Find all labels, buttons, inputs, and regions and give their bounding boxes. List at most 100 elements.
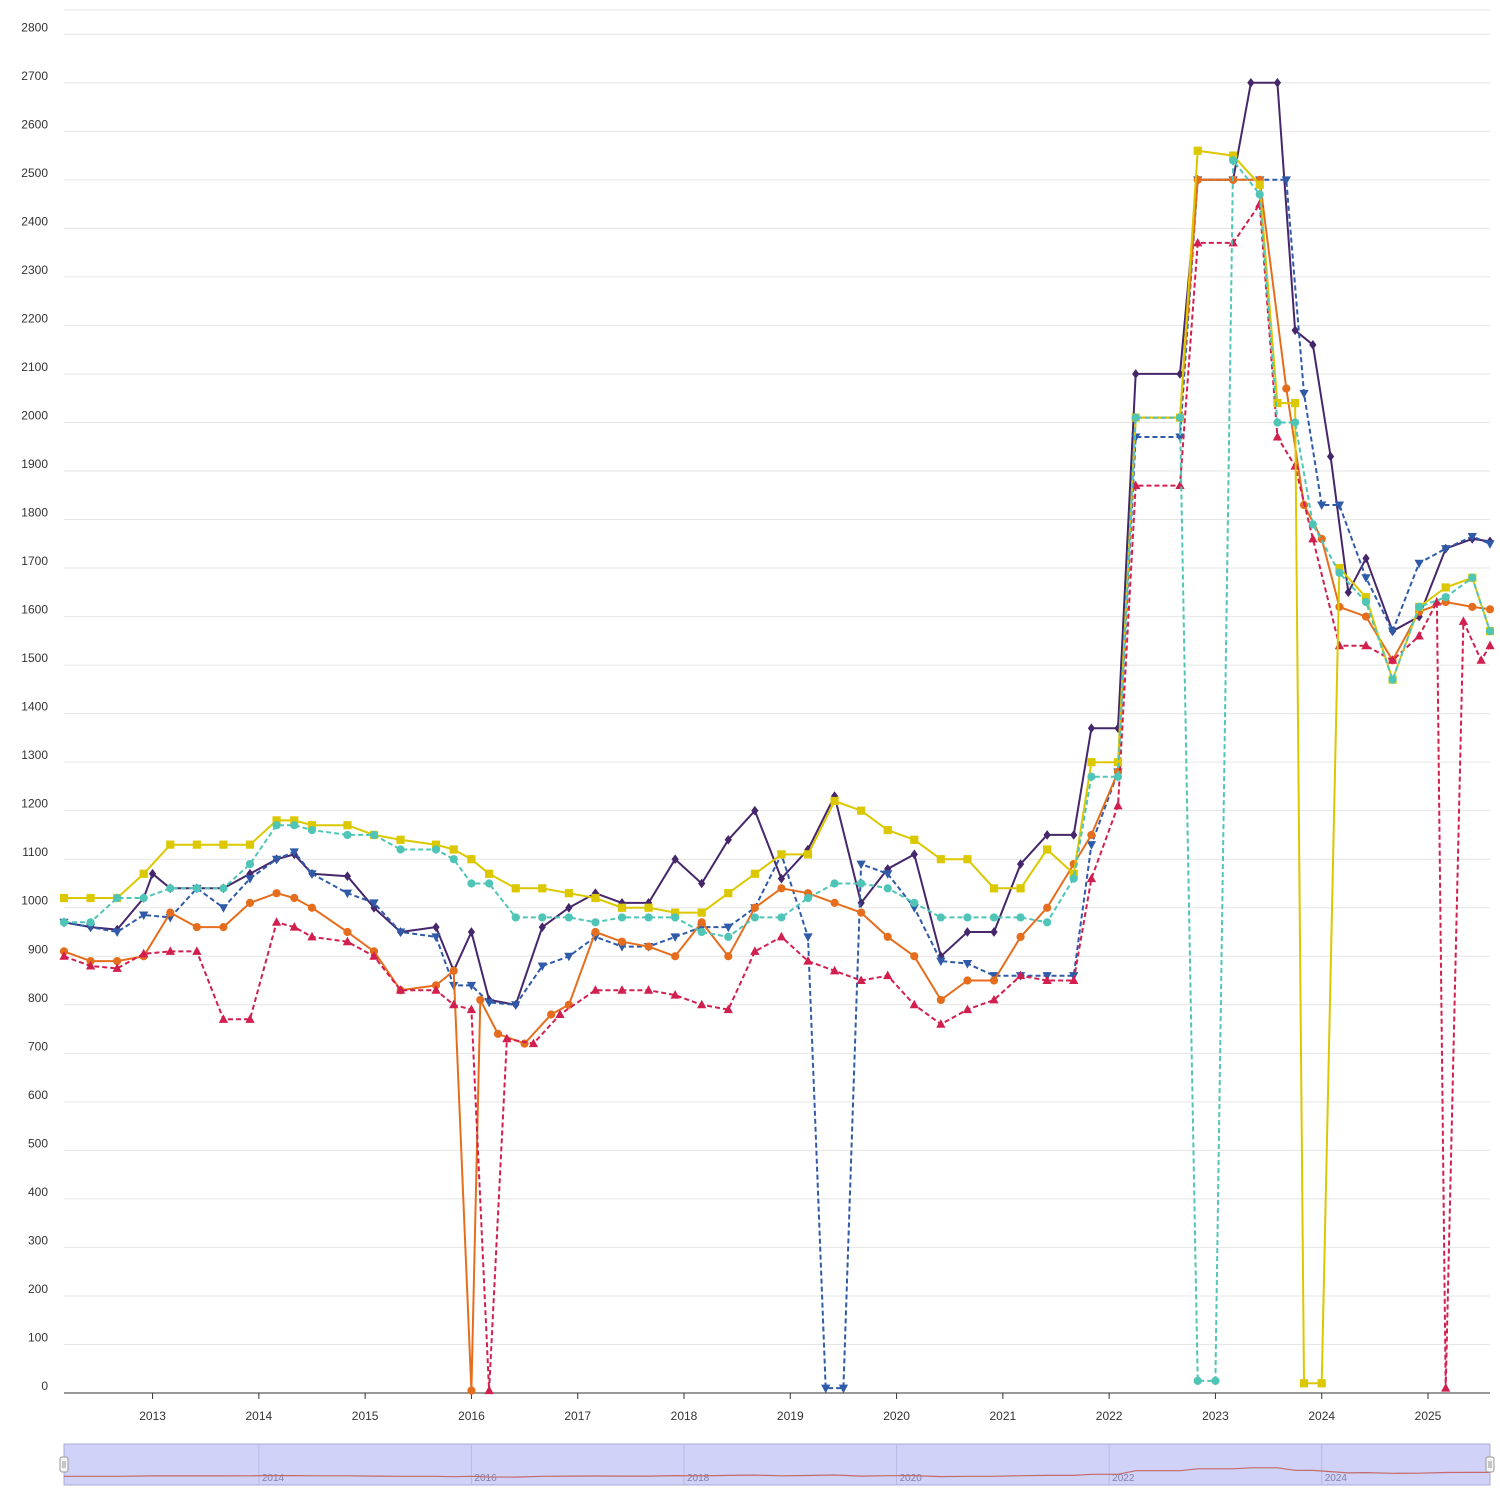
- data-point-circle: [86, 918, 95, 927]
- x-tick-label: 2015: [352, 1409, 379, 1423]
- y-tick-label: 800: [28, 991, 48, 1005]
- data-point-square: [803, 850, 813, 859]
- data-point-circle: [1193, 1376, 1202, 1385]
- data-point-triangle: [1441, 1383, 1451, 1392]
- data-point-circle: [272, 821, 281, 830]
- y-axis: 0 100 200 300 400 500 600 700 800 900 1000 1100 1200…: [21, 20, 48, 1393]
- series-teal: [59, 156, 1495, 1385]
- data-point-circle: [59, 918, 69, 927]
- series-line: [63, 178, 1491, 1390]
- data-point-triangle: [1485, 640, 1495, 650]
- zoom-tick-label: 2020: [900, 1473, 923, 1484]
- data-point-diamond: [1291, 325, 1299, 336]
- y-tick-label: 1700: [21, 554, 48, 568]
- data-point-square: [86, 893, 95, 903]
- data-point-triangle: [723, 923, 733, 933]
- y-tick-label: 900: [28, 942, 48, 956]
- data-point-circle: [290, 821, 299, 830]
- data-point-circle: [564, 913, 573, 922]
- data-point-circle: [936, 995, 945, 1005]
- data-point-triangle: [750, 946, 760, 955]
- y-tick-label: 1300: [21, 748, 48, 762]
- data-point-square: [485, 869, 494, 878]
- data-point-circle: [1087, 830, 1096, 840]
- zoom-handle-right[interactable]: [1485, 1456, 1495, 1473]
- y-tick-label: 2600: [21, 117, 48, 131]
- data-point-diamond: [1247, 77, 1255, 88]
- data-point-triangle: [564, 952, 574, 962]
- y-tick-label: 0: [41, 1379, 48, 1393]
- data-point-triangle: [803, 956, 813, 965]
- y-tick-label: 2000: [21, 408, 48, 422]
- data-point-triangle: [1387, 655, 1398, 664]
- data-point-triangle: [537, 962, 547, 972]
- data-point-circle: [1415, 602, 1424, 611]
- data-point-circle: [830, 898, 839, 907]
- zoom-navigator[interactable]: 2014 2016 2018 2020 2022 2024: [59, 1443, 1495, 1486]
- series-orange: [59, 175, 1495, 1395]
- data-point-square: [697, 908, 706, 917]
- data-point-circle: [883, 884, 892, 893]
- data-point-circle: [1468, 602, 1477, 611]
- data-point-triangle: [395, 985, 406, 994]
- data-point-triangle: [192, 946, 202, 955]
- data-point-square: [936, 855, 945, 864]
- data-point-square: [467, 855, 476, 864]
- data-point-diamond: [565, 902, 573, 913]
- data-point-circle: [1388, 675, 1397, 684]
- data-point-circle: [290, 893, 299, 903]
- y-tick-label: 500: [28, 1136, 48, 1150]
- data-point-triangle: [1299, 389, 1309, 399]
- data-point-circle: [1282, 384, 1291, 393]
- x-tick-label: 2023: [1202, 1409, 1229, 1423]
- data-point-circle: [113, 893, 122, 903]
- data-point-triangle: [245, 875, 255, 884]
- data-point-circle: [1016, 932, 1025, 941]
- y-tick-label: 1800: [21, 506, 48, 520]
- data-point-square: [59, 893, 69, 903]
- data-point-diamond: [1132, 369, 1140, 379]
- data-point-circle: [1016, 913, 1025, 922]
- data-point-circle: [777, 913, 786, 922]
- data-point-circle: [963, 913, 972, 922]
- data-point-triangle: [1476, 655, 1486, 664]
- data-point-triangle: [289, 848, 299, 857]
- data-point-circle: [989, 913, 999, 922]
- zoom-window[interactable]: [63, 1443, 1491, 1486]
- data-point-square: [511, 884, 520, 893]
- data-point-circle: [547, 1010, 556, 1019]
- zoom-tick-label: 2024: [1325, 1473, 1348, 1484]
- data-point-triangle: [1175, 480, 1185, 490]
- data-point-triangle: [431, 985, 441, 994]
- data-point-diamond: [148, 868, 157, 879]
- data-point-square: [724, 889, 733, 898]
- data-point-triangle: [1414, 630, 1424, 640]
- data-point-circle: [485, 879, 494, 888]
- data-point-diamond: [910, 849, 918, 860]
- data-point-circle: [1468, 573, 1477, 582]
- y-tick-label: 2500: [21, 166, 48, 180]
- data-point-circle: [1131, 413, 1140, 422]
- data-point-circle: [139, 893, 148, 903]
- data-point-circle: [396, 845, 405, 854]
- data-point-square: [1043, 845, 1052, 854]
- data-point-circle: [1485, 627, 1495, 636]
- data-point-triangle: [821, 1384, 831, 1394]
- zoom-tick-label: 2014: [262, 1473, 285, 1484]
- data-point-circle: [245, 898, 255, 907]
- data-point-circle: [671, 952, 680, 961]
- zoom-handle-left[interactable]: [59, 1456, 69, 1473]
- zoom-preview-line: [64, 1467, 1490, 1478]
- data-point-square: [591, 893, 600, 903]
- data-point-circle: [245, 859, 255, 869]
- data-point-triangle: [1131, 480, 1141, 490]
- zoom-tick-label: 2016: [474, 1473, 497, 1484]
- data-point-triangle: [856, 860, 866, 870]
- data-point-circle: [449, 855, 458, 864]
- data-point-square: [857, 806, 866, 815]
- y-tick-label: 100: [28, 1330, 48, 1344]
- x-tick-label: 2025: [1415, 1409, 1442, 1423]
- data-point-triangle: [723, 1004, 733, 1014]
- data-point-triangle: [139, 948, 149, 958]
